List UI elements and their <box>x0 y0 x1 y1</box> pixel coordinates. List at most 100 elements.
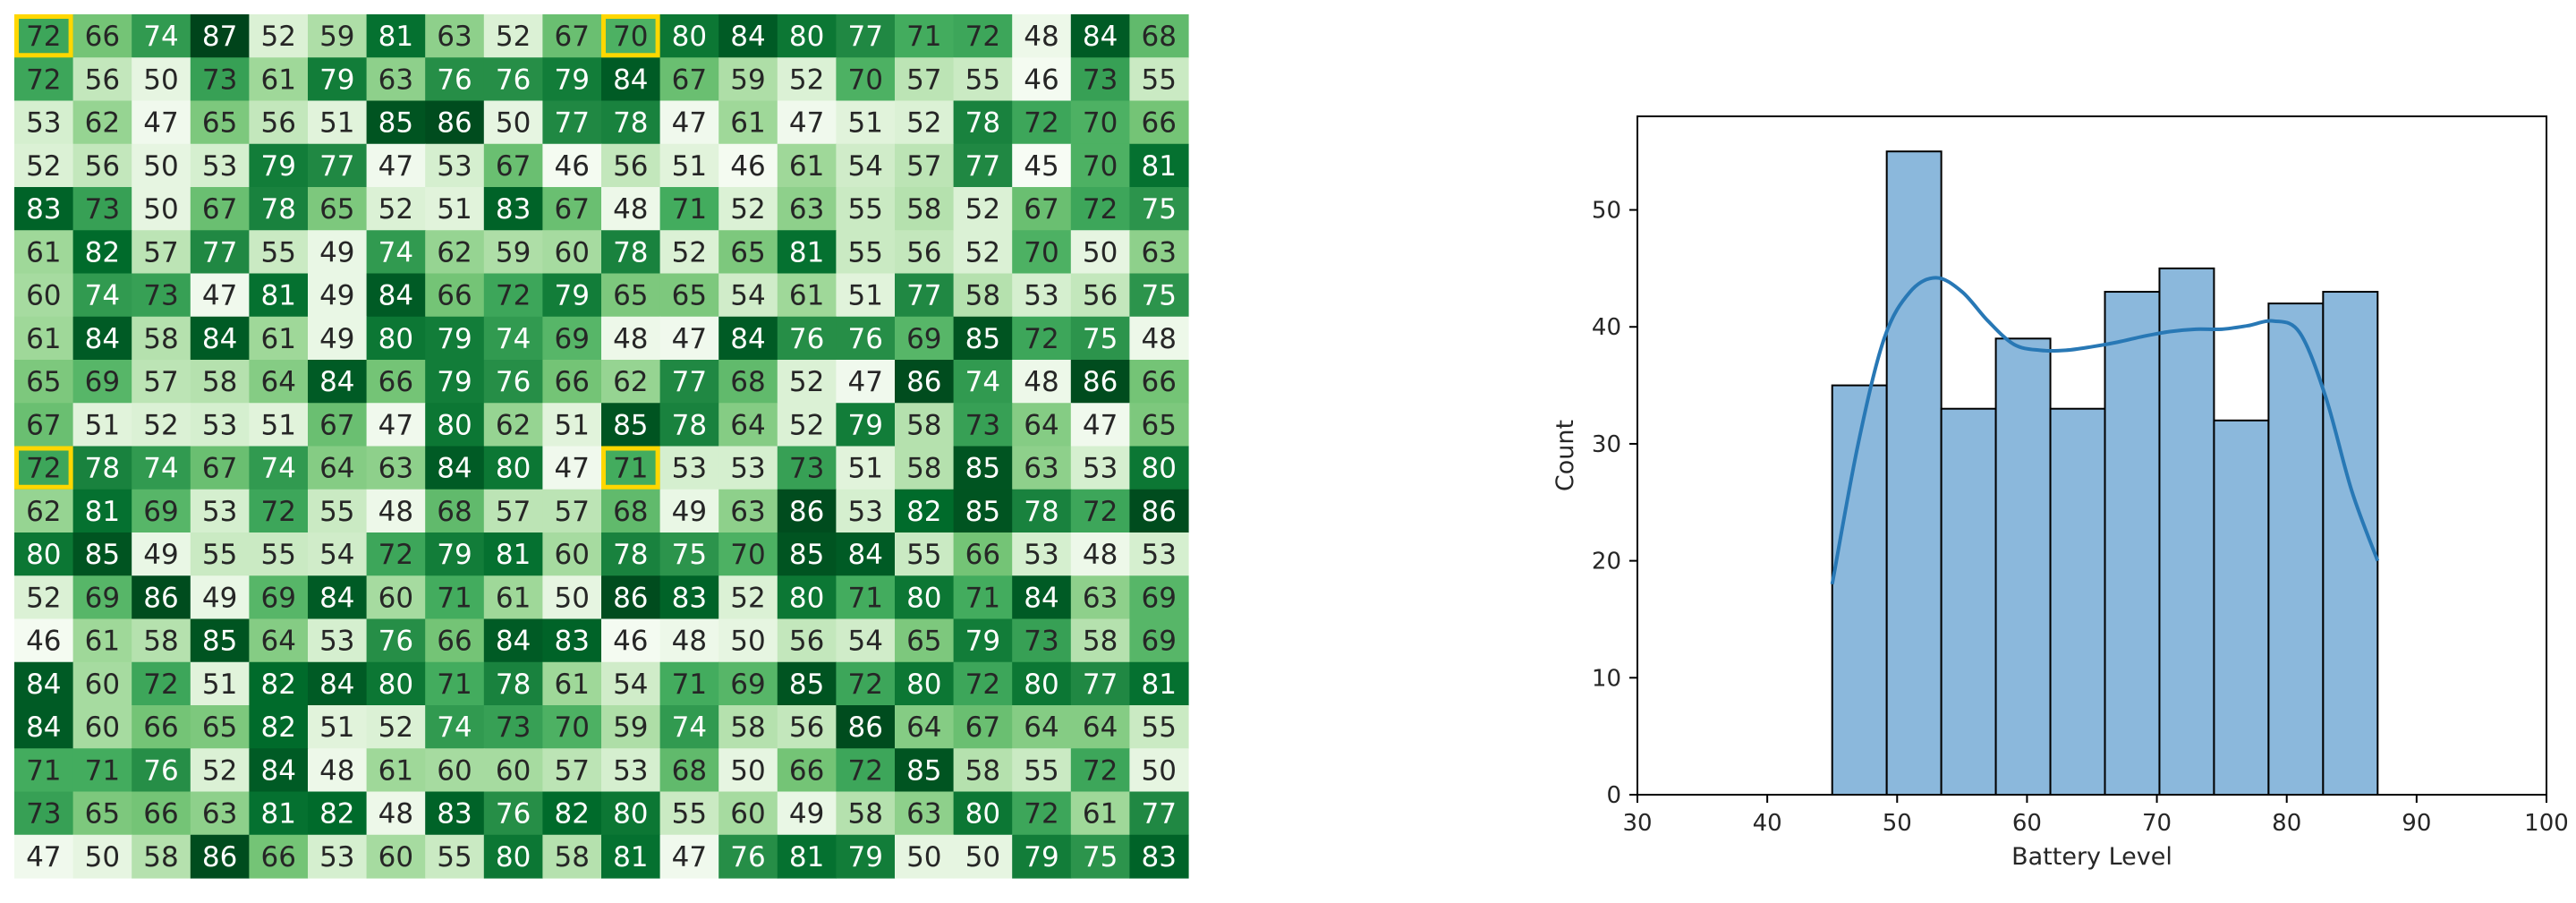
heatmap-cell-label: 69 <box>85 582 120 614</box>
heatmap-cell <box>1129 316 1189 361</box>
heatmap-cell-label: 66 <box>85 21 120 53</box>
heatmap-cell <box>483 360 543 404</box>
histogram-bar <box>1885 150 1943 796</box>
heatmap-cell <box>836 446 896 490</box>
heatmap-cell-label: 79 <box>554 280 589 312</box>
heatmap-cell-label: 47 <box>143 107 178 140</box>
heatmap-cell <box>72 532 132 576</box>
heatmap-cell <box>14 532 74 576</box>
heatmap-cell <box>1012 360 1072 404</box>
heatmap-cell-label: 53 <box>26 107 61 140</box>
heatmap-cell <box>953 791 1013 836</box>
heatmap-cell <box>483 100 543 145</box>
heatmap-cell-label: 67 <box>319 409 354 441</box>
heatmap-cell <box>1070 532 1130 576</box>
heatmap-cell-label: 82 <box>260 711 295 744</box>
heatmap-cell-label: 86 <box>613 582 648 614</box>
heatmap-cell <box>601 705 661 749</box>
heatmap-cell-label: 63 <box>1024 453 1058 485</box>
heatmap-cell <box>1012 618 1072 663</box>
heatmap-cell-label: 65 <box>85 798 120 831</box>
heatmap-cell-label: 85 <box>965 496 1000 528</box>
heatmap-cell <box>132 748 191 793</box>
heatmap-cell <box>308 230 368 275</box>
heatmap-cell <box>308 446 368 490</box>
heatmap-cell <box>1070 403 1130 447</box>
heatmap-cell <box>366 575 426 620</box>
heatmap-cell-label: 51 <box>672 150 707 183</box>
heatmap-cell-label: 47 <box>672 841 707 873</box>
histogram-bar <box>2049 407 2106 796</box>
heatmap-cell-label: 77 <box>672 366 707 398</box>
heatmap-cell <box>836 14 896 58</box>
heatmap-cell-label: 86 <box>437 107 472 140</box>
heatmap-cell <box>1070 661 1130 706</box>
heatmap-cell-label: 63 <box>202 798 237 831</box>
heatmap-cell <box>718 834 778 879</box>
heatmap-cell <box>132 100 191 145</box>
heatmap-cell-label: 53 <box>1024 280 1058 312</box>
heatmap-cell <box>249 100 309 145</box>
heatmap-cell-label: 72 <box>847 669 882 701</box>
heatmap-cell-label: 80 <box>26 539 61 571</box>
heatmap-cell <box>953 230 1013 275</box>
heatmap-cell-label: 52 <box>789 409 824 441</box>
heatmap-cell-label: 78 <box>85 453 120 485</box>
heatmap-cell <box>542 100 602 145</box>
heatmap-cell <box>718 360 778 404</box>
heatmap-cell <box>953 834 1013 879</box>
heatmap-cell <box>1012 14 1072 58</box>
histogram-bar <box>2267 302 2325 797</box>
heatmap-cell-label: 80 <box>496 841 531 873</box>
heatmap-cell <box>601 143 661 188</box>
heatmap-cell <box>366 834 426 879</box>
heatmap-cell-label: 80 <box>378 323 413 355</box>
y-tick-label: 0 <box>1606 782 1621 809</box>
heatmap-cell <box>132 57 191 102</box>
heatmap-cell-label: 55 <box>965 64 1000 96</box>
heatmap-cell-label: 58 <box>143 841 178 873</box>
heatmap-cell <box>953 316 1013 361</box>
heatmap-cell-label: 64 <box>730 409 765 441</box>
heatmap-cell-label: 63 <box>1083 582 1118 614</box>
heatmap-cell-label: 48 <box>378 496 413 528</box>
heatmap-cell-label: 80 <box>789 582 824 614</box>
heatmap-cell <box>190 360 250 404</box>
heatmap-cell-label: 73 <box>1083 64 1118 96</box>
heatmap-cell-label: 80 <box>437 409 472 441</box>
heatmap-cell <box>14 489 74 533</box>
heatmap-cell <box>659 748 719 793</box>
heatmap-cell-label: 51 <box>847 453 882 485</box>
heatmap-cell-label: 79 <box>437 366 472 398</box>
heatmap-cell <box>132 446 191 490</box>
heatmap-cell-label: 67 <box>496 150 531 183</box>
heatmap-cell-label: 62 <box>437 236 472 268</box>
heatmap-cell-label: 78 <box>672 409 707 441</box>
heatmap-cell <box>601 57 661 102</box>
heatmap-cell <box>953 100 1013 145</box>
heatmap-cell <box>132 273 191 318</box>
heatmap-cell <box>659 489 719 533</box>
heatmap-cell <box>483 14 543 58</box>
y-tick-label: 50 <box>1592 198 1621 225</box>
heatmap-cell <box>836 532 896 576</box>
heatmap-cell <box>132 360 191 404</box>
heatmap-cell <box>308 791 368 836</box>
heatmap-cell-label: 68 <box>1141 21 1176 53</box>
heatmap-cell <box>953 661 1013 706</box>
heatmap-cell-label: 74 <box>85 280 120 312</box>
heatmap-cell <box>425 316 485 361</box>
heatmap-cell <box>836 100 896 145</box>
heatmap-cell <box>132 403 191 447</box>
heatmap-cell <box>542 403 602 447</box>
heatmap-cell <box>425 273 485 318</box>
heatmap-cell <box>895 230 955 275</box>
heatmap-cell-label: 86 <box>202 841 237 873</box>
heatmap-cell-label: 69 <box>143 496 178 528</box>
heatmap-cell-label: 55 <box>906 539 941 571</box>
heatmap-cell-label: 86 <box>1141 496 1176 528</box>
heatmap-cell-label: 52 <box>789 366 824 398</box>
heatmap-cell-label: 64 <box>260 366 295 398</box>
heatmap-cell <box>249 316 309 361</box>
heatmap-cell <box>1129 14 1189 58</box>
